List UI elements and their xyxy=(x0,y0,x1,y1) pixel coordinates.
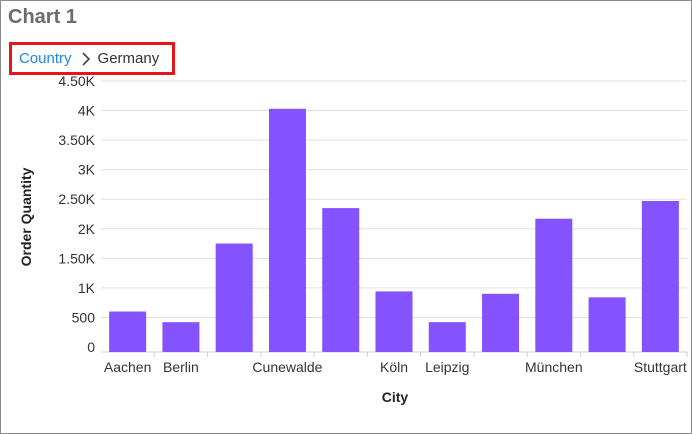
x-axis-title: City xyxy=(382,389,409,405)
bar[interactable] xyxy=(641,200,679,352)
chart-title: Chart 1 xyxy=(8,6,77,28)
y-axis-title: Order Quantity xyxy=(18,167,34,266)
x-tick-label: München xyxy=(525,359,583,375)
chevron-right-icon xyxy=(78,51,94,67)
y-axis-ticks: 0 500 1K 1.50K 2K 2.50K 3K 3.50K 4K 4.50K xyxy=(58,73,95,355)
breadcrumb: Country Germany xyxy=(9,42,175,75)
bar[interactable] xyxy=(268,108,306,352)
bar[interactable] xyxy=(109,311,147,352)
breadcrumb-link-country[interactable]: Country xyxy=(19,50,72,67)
x-tick-label: Köln xyxy=(380,359,408,375)
y-tick-label: 1.50K xyxy=(58,250,95,266)
bars xyxy=(109,108,679,352)
x-tick-label: Aachen xyxy=(104,359,151,375)
x-tick-label: Leipzig xyxy=(425,359,469,375)
bar[interactable] xyxy=(215,243,253,352)
y-tick-label: 4K xyxy=(78,103,96,119)
x-tick-label: Stuttgart xyxy=(634,359,687,375)
bar[interactable] xyxy=(375,291,413,352)
bar[interactable] xyxy=(535,218,573,352)
y-tick-label: 1K xyxy=(78,280,96,296)
y-tick-label: 2K xyxy=(78,221,96,237)
y-tick-label: 4.50K xyxy=(58,73,95,89)
x-tick-label: Berlin xyxy=(163,359,199,375)
bar[interactable] xyxy=(428,322,466,352)
y-tick-label: 0 xyxy=(87,339,95,355)
bar[interactable] xyxy=(482,293,520,352)
x-tick-label: Cunewalde xyxy=(252,359,322,375)
bar[interactable] xyxy=(162,322,200,352)
y-tick-label: 2.50K xyxy=(58,191,95,207)
bar[interactable] xyxy=(588,297,626,352)
bar[interactable] xyxy=(322,208,360,352)
y-tick-label: 3.50K xyxy=(58,132,95,148)
y-tick-label: 3K xyxy=(78,162,96,178)
breadcrumb-current-germany: Germany xyxy=(97,50,160,67)
x-axis-ticks: Aachen Berlin Cunewalde Köln Leipzig München S… xyxy=(104,352,688,375)
y-tick-label: 500 xyxy=(72,309,96,325)
